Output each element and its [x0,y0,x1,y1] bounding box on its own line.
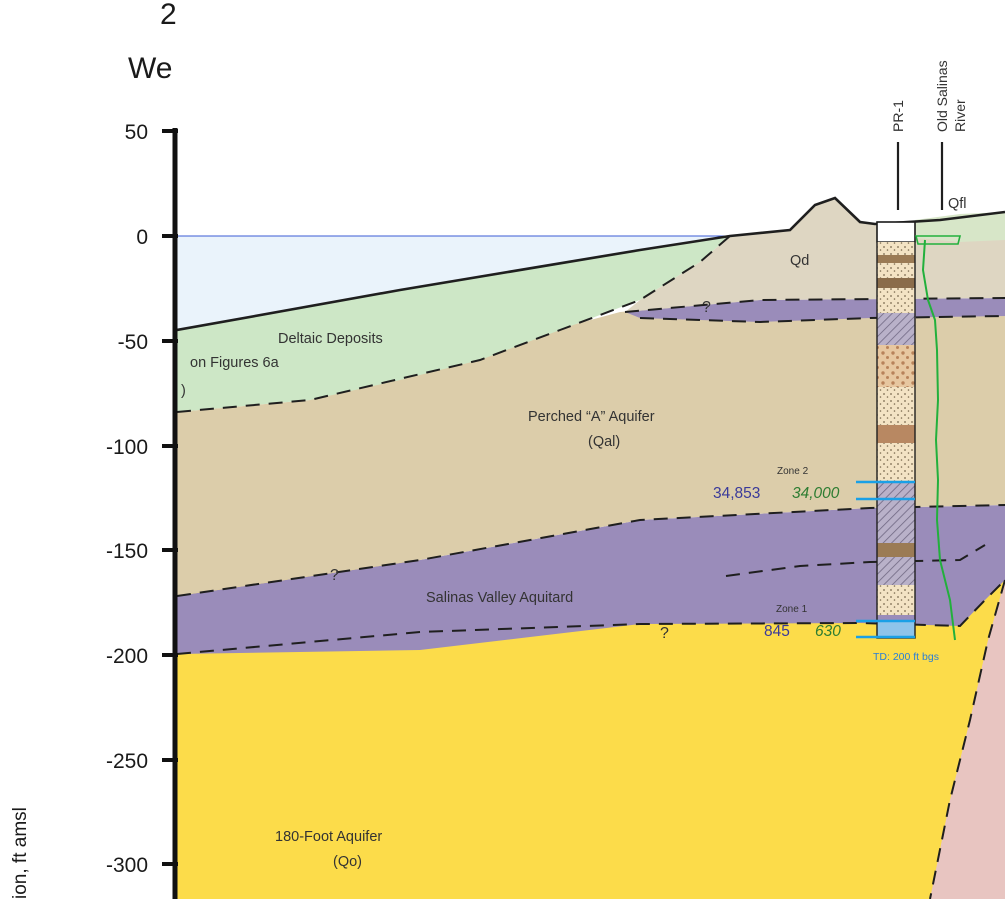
question-mark-2: ? [330,567,339,584]
river-label-line-2: River [952,99,968,132]
zone-2-label: Zone 2 [777,466,809,477]
well-name-pr1: PR-1 [890,100,906,132]
well-log-brown-4 [877,543,915,557]
well-log-hatch-4 [877,557,915,585]
well-log-brown-1 [877,255,915,263]
zone-2-value-blue: 34,853 [713,485,760,502]
geologic-units: ? ? ? [177,196,1005,899]
river-label-line-1: Old Salinas [934,60,950,132]
zone-2-value-green: 34,000 [792,485,840,502]
contact-aquitard-base [177,579,1005,655]
label-salinas-valley-aquitard: Salinas Valley Aquitard [426,590,573,606]
label-dune-deposit: Qd [790,253,809,269]
elevation-axis-label: ion, ft amsl [10,807,31,899]
zone-1-value-green: 630 [815,623,841,640]
well-log-hatch-1 [877,313,915,345]
unit-salinas-valley-aquitard [177,505,1005,654]
label-180-foot-aquifer: 180-Foot Aquifer [275,829,382,845]
y-tick-label-minus-300: -300 [106,854,148,877]
y-axis-ticks [162,129,178,866]
contact-deltaic-base [177,235,731,413]
well-log-brown-2 [877,278,915,288]
question-mark-1: ? [702,299,711,316]
y-tick-label-minus-50: -50 [118,331,148,354]
title-line-1: 2 [160,0,177,31]
unit-pink-right [930,580,1005,899]
label-perched-a-aquifer: Perched “A” Aquifer [528,409,655,425]
well-log-dots-4 [877,443,915,481]
label-floodplain: Qfl [948,196,967,212]
total-depth-label: TD: 200 ft bgs [873,651,939,663]
contact-pink-boundary [929,579,1005,899]
well-log-dots-5 [877,585,915,615]
y-tick-label-minus-150: -150 [106,540,148,563]
title-line-2: We [128,52,172,85]
well-log-gravel-1 [877,345,915,387]
y-tick-label-0: 0 [136,226,148,249]
y-tick-label-minus-250: -250 [106,750,148,773]
well-log-blue-zone [877,620,915,638]
water-body [177,236,730,330]
well-column-top [876,221,916,243]
contact-aquitard-lens [725,544,986,577]
label-left-fragment-paren: ) [181,383,186,399]
label-180-foot-code: (Qo) [333,854,362,870]
salinity-trace-line [921,239,956,641]
y-tick-label-50: 50 [125,121,148,144]
well-log-brown-3 [877,425,915,443]
y-axis-tick-labels: 50 0 -50 -100 -150 -200 -250 -300 [106,121,148,877]
label-deltaic-deposits: Deltaic Deposits [278,331,383,347]
floodplain-green-outline [914,235,962,245]
y-tick-label-minus-100: -100 [106,436,148,459]
well-log-dots-3 [877,387,915,425]
y-tick-label-minus-200: -200 [106,645,148,668]
unit-perched-a-aquifer [177,300,1005,596]
zone-1-value-blue: 845 [764,623,790,640]
well-log-column [856,221,916,639]
well-log-hatch-3 [877,511,915,543]
zone-1-label: Zone 1 [776,604,808,615]
unit-deltaic-deposits [177,236,730,412]
well-log-hatch-2 [877,481,915,511]
label-perched-code: (Qal) [588,434,620,450]
question-mark-3: ? [660,625,669,642]
label-left-fragment-figures: on Figures 6a [190,355,280,371]
well-log-dots-2 [877,288,915,313]
